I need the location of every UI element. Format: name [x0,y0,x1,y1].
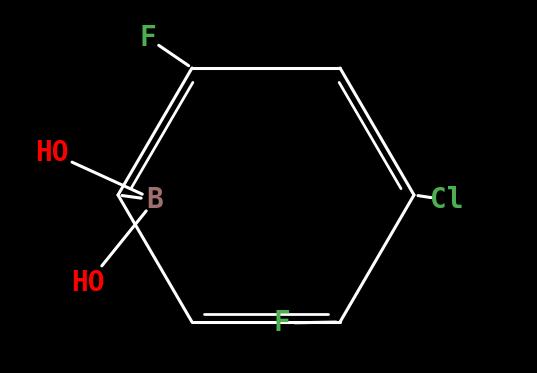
Text: B: B [147,186,163,214]
Text: F: F [140,24,156,52]
Text: HO: HO [35,139,69,167]
Text: Cl: Cl [430,186,464,214]
Text: F: F [274,309,291,337]
Text: HO: HO [71,269,105,297]
